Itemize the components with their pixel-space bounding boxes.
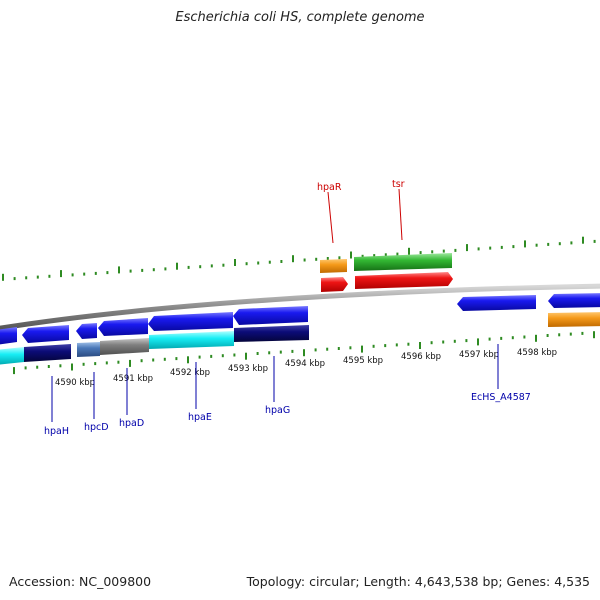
tsr-green-block: [354, 253, 452, 271]
map-title: Escherichia coli HS, complete genome: [175, 10, 425, 25]
hpaH-cds-arrow: [22, 325, 69, 343]
accession-text: Accession: NC_009800: [9, 574, 152, 589]
scale-label-4593: 4593 kbp: [228, 364, 268, 374]
gene-label-hpaG[interactable]: hpaG: [265, 405, 290, 416]
gene-label-hpaD[interactable]: hpaD: [119, 418, 144, 429]
forward-gene-leaders: [327, 188, 403, 244]
gene-label-hpaR[interactable]: hpaR: [317, 182, 342, 193]
steel-block: [77, 342, 100, 357]
scale-label-4594: 4594 kbp: [285, 359, 325, 369]
cds-right-edge-arrow: [548, 293, 600, 308]
EcHS_A4587-cds-arrow: [457, 295, 536, 311]
navy-block-middle: [234, 325, 309, 342]
tsr-cds-arrow: [355, 272, 453, 289]
cyan-block-middle: [149, 331, 234, 349]
hpaR-cds-arrow: [321, 277, 348, 292]
scale-label-4597: 4597 kbp: [459, 350, 499, 360]
gray-block: [100, 338, 149, 355]
gene-label-EcHS_A4587[interactable]: EcHS_A4587: [471, 392, 531, 403]
scale-label-4592: 4592 kbp: [170, 368, 210, 378]
gene-label-hpaE[interactable]: hpaE: [188, 412, 212, 423]
gene-label-tsr[interactable]: tsr: [392, 179, 405, 190]
hpaG-cds-arrow: [233, 306, 308, 325]
scale-label-4590: 4590 kbp: [55, 378, 95, 388]
topology-text: Topology: circular; Length: 4,643,538 bp…: [246, 574, 590, 589]
hpaE-cds-arrow: [148, 312, 233, 331]
scale-label-4595: 4595 kbp: [343, 356, 383, 366]
outer-tick-ring: [2, 236, 596, 281]
scale-label-4596: 4596 kbp: [401, 352, 441, 362]
cyan-block-left: [0, 347, 24, 365]
hpaR-orange-block: [320, 259, 347, 273]
hpcD-cds-arrow: [76, 323, 97, 339]
hpaD-cds-arrow: [98, 318, 148, 336]
genome-backbone: [0, 283, 600, 331]
cds-left-edge-arrow: [0, 327, 17, 345]
forward-features: [320, 253, 453, 292]
reverse-features: [0, 293, 600, 365]
reverse-gene-leaders: [51, 344, 499, 422]
gene-label-hpaH[interactable]: hpaH: [44, 426, 69, 437]
scale-labels: 4590 kbp 4591 kbp 4592 kbp 4593 kbp 4594…: [55, 348, 557, 388]
tsr-leader: [398, 188, 403, 241]
scale-label-4598: 4598 kbp: [517, 348, 557, 358]
navy-block-left: [24, 344, 71, 362]
orange-block-right: [548, 312, 600, 327]
hpaR-leader: [327, 191, 334, 244]
inner-tick-ring: [13, 331, 595, 375]
gene-label-hpcD[interactable]: hpcD: [84, 422, 109, 433]
scale-label-4591: 4591 kbp: [113, 374, 153, 384]
